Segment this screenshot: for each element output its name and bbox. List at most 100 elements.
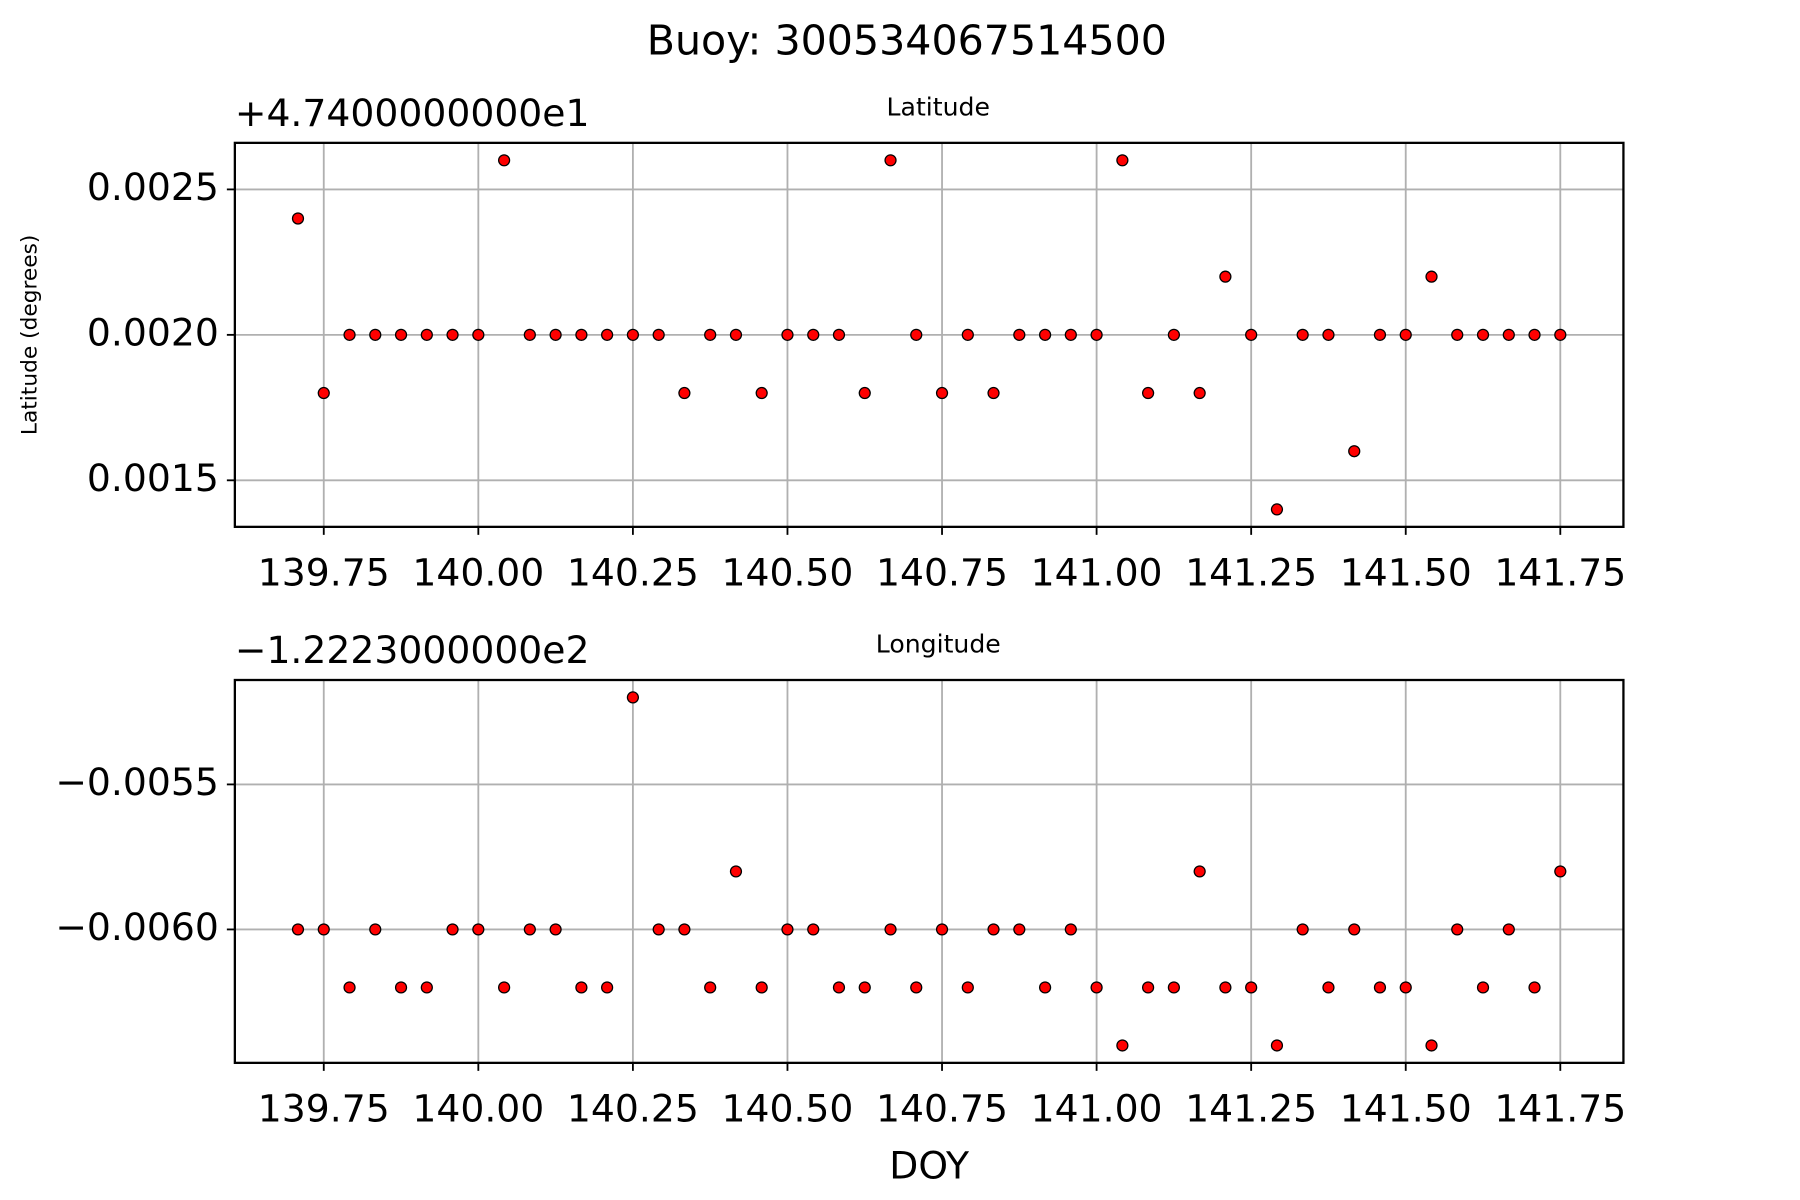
y-tick-label: −0.0060 bbox=[55, 905, 219, 949]
data-point bbox=[394, 328, 408, 341]
data-point bbox=[1502, 328, 1515, 341]
data-point bbox=[1193, 386, 1206, 400]
data-point bbox=[884, 154, 897, 167]
data-point bbox=[1373, 328, 1387, 341]
y-tick-label: −0.0055 bbox=[55, 760, 219, 804]
data-point bbox=[807, 923, 820, 936]
y-tick-label: 0.0025 bbox=[87, 165, 219, 209]
x-tick-label: 140.25 bbox=[567, 1086, 699, 1130]
data-point bbox=[1451, 328, 1464, 341]
x-tick-label: 141.25 bbox=[1185, 1086, 1317, 1130]
x-tick-label: 139.75 bbox=[258, 1086, 390, 1130]
data-point bbox=[652, 328, 665, 341]
x-tick-label: 140.25 bbox=[567, 550, 699, 594]
data-point bbox=[935, 923, 949, 936]
data-point bbox=[1322, 981, 1335, 994]
data-point bbox=[1528, 981, 1541, 994]
data-point bbox=[626, 328, 640, 341]
data-point bbox=[575, 328, 588, 341]
data-point bbox=[678, 923, 691, 936]
data-point bbox=[472, 328, 485, 341]
data-point bbox=[1219, 981, 1232, 994]
data-point bbox=[1425, 1039, 1438, 1052]
x-tick-label: 140.00 bbox=[412, 1086, 544, 1130]
data-point bbox=[1322, 328, 1335, 341]
data-point bbox=[755, 386, 768, 400]
data-point bbox=[1554, 328, 1567, 341]
data-point bbox=[987, 386, 1000, 400]
data-point bbox=[781, 328, 794, 341]
data-point bbox=[910, 981, 923, 994]
data-point bbox=[549, 328, 562, 341]
data-point bbox=[394, 981, 408, 994]
data-point bbox=[497, 154, 511, 167]
data-point bbox=[884, 923, 897, 936]
data-point bbox=[961, 328, 974, 341]
x-tick-label: 140.50 bbox=[721, 1086, 853, 1130]
data-point bbox=[1373, 981, 1387, 994]
data-point bbox=[317, 386, 330, 400]
y-tick-label: 0.0015 bbox=[87, 456, 219, 500]
data-point bbox=[858, 386, 871, 400]
data-point bbox=[1141, 386, 1155, 400]
data-point bbox=[291, 923, 305, 936]
data-point bbox=[1399, 981, 1412, 994]
data-point bbox=[1116, 154, 1129, 167]
data-point bbox=[1451, 923, 1464, 936]
data-point bbox=[678, 386, 691, 400]
data-point bbox=[291, 212, 305, 225]
data-point bbox=[369, 923, 382, 936]
data-point bbox=[1116, 1039, 1129, 1052]
x-tick-label: 141.75 bbox=[1494, 1086, 1626, 1130]
data-point bbox=[497, 981, 511, 994]
data-point bbox=[1425, 270, 1438, 283]
data-point bbox=[704, 981, 717, 994]
data-point bbox=[910, 328, 923, 341]
data-point bbox=[1476, 981, 1490, 994]
data-point bbox=[626, 691, 640, 704]
data-point bbox=[1296, 328, 1309, 341]
y-axis-label: Latitude (degrees) bbox=[17, 235, 42, 436]
x-tick-label: 140.75 bbox=[876, 550, 1008, 594]
data-point bbox=[549, 923, 562, 936]
axes-frame bbox=[233, 141, 1625, 528]
x-tick-label: 141.50 bbox=[1340, 1086, 1472, 1130]
data-point bbox=[1064, 923, 1077, 936]
data-point bbox=[1013, 923, 1026, 936]
data-point bbox=[935, 386, 949, 400]
data-point bbox=[420, 328, 433, 341]
data-point bbox=[523, 328, 536, 341]
data-point bbox=[1502, 923, 1515, 936]
data-point bbox=[987, 923, 1000, 936]
subplot-title: Latitude bbox=[887, 93, 990, 122]
x-tick-label: 139.75 bbox=[258, 550, 390, 594]
axes-frame bbox=[233, 678, 1625, 1064]
data-point bbox=[317, 923, 330, 936]
data-point bbox=[420, 981, 433, 994]
data-point bbox=[575, 981, 588, 994]
data-point bbox=[1348, 923, 1361, 936]
data-point bbox=[1193, 865, 1206, 878]
data-point bbox=[652, 923, 665, 936]
data-point bbox=[1399, 328, 1412, 341]
data-point bbox=[961, 981, 974, 994]
offset-label: −1.2223000000e2 bbox=[235, 628, 590, 672]
data-point bbox=[1245, 328, 1258, 341]
offset-label: +4.7400000000e1 bbox=[235, 91, 590, 135]
x-tick-label: 140.00 bbox=[412, 550, 544, 594]
data-point bbox=[343, 981, 356, 994]
data-point bbox=[832, 981, 846, 994]
data-point bbox=[601, 981, 614, 994]
data-point bbox=[1554, 865, 1567, 878]
data-point bbox=[1270, 1039, 1284, 1052]
data-point bbox=[807, 328, 820, 341]
data-point bbox=[1141, 981, 1155, 994]
data-point bbox=[446, 328, 459, 341]
x-tick-label: 141.00 bbox=[1031, 550, 1163, 594]
data-point bbox=[1013, 328, 1026, 341]
data-point bbox=[729, 328, 743, 341]
data-point bbox=[1038, 328, 1052, 341]
x-tick-label: 141.75 bbox=[1494, 550, 1626, 594]
x-tick-label: 141.50 bbox=[1340, 550, 1472, 594]
